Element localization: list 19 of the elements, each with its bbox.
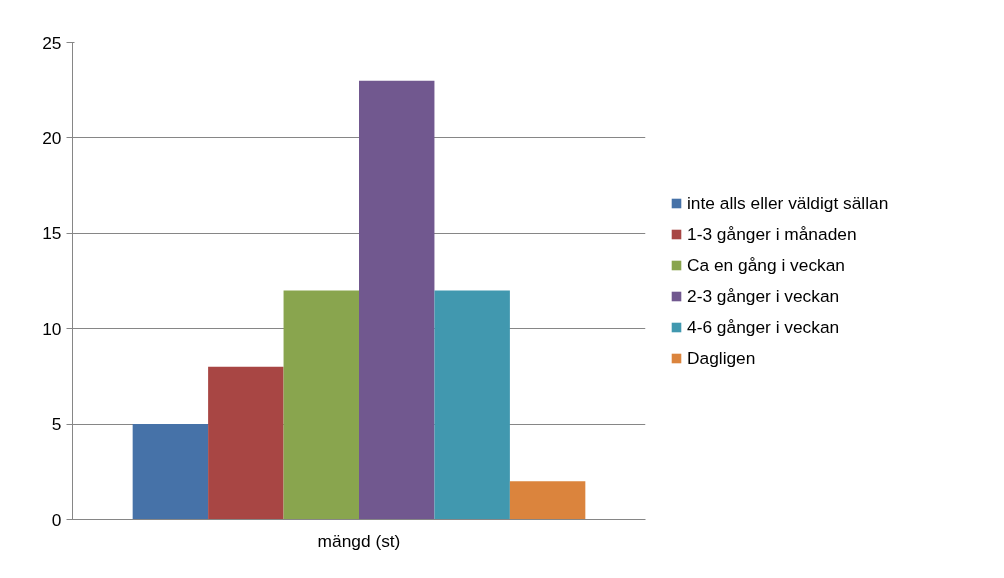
y-tick-label: 25 bbox=[42, 32, 62, 53]
legend-label: 1-3 gånger i månaden bbox=[687, 223, 857, 245]
legend-label: 4-6 gånger i veckan bbox=[687, 316, 840, 338]
legend-label: Ca en gång i veckan bbox=[687, 254, 845, 276]
legend-label: 2-3 gånger i veckan bbox=[687, 285, 840, 307]
bar bbox=[509, 481, 586, 520]
legend-label: Dagligen bbox=[687, 347, 756, 369]
bar bbox=[359, 80, 435, 520]
x-tick-label: mängd (st) bbox=[317, 530, 401, 551]
y-tick-label: 10 bbox=[42, 318, 62, 339]
y-tick-label: 0 bbox=[51, 509, 62, 530]
y-tick-label: 5 bbox=[51, 414, 62, 435]
bar bbox=[208, 366, 284, 520]
y-tick-label: 15 bbox=[42, 223, 62, 244]
y-tick-label: 20 bbox=[42, 127, 62, 148]
bar bbox=[283, 290, 359, 520]
bar bbox=[434, 290, 510, 520]
legend-label: inte alls eller väldigt sällan bbox=[687, 192, 889, 214]
bar bbox=[132, 424, 209, 520]
